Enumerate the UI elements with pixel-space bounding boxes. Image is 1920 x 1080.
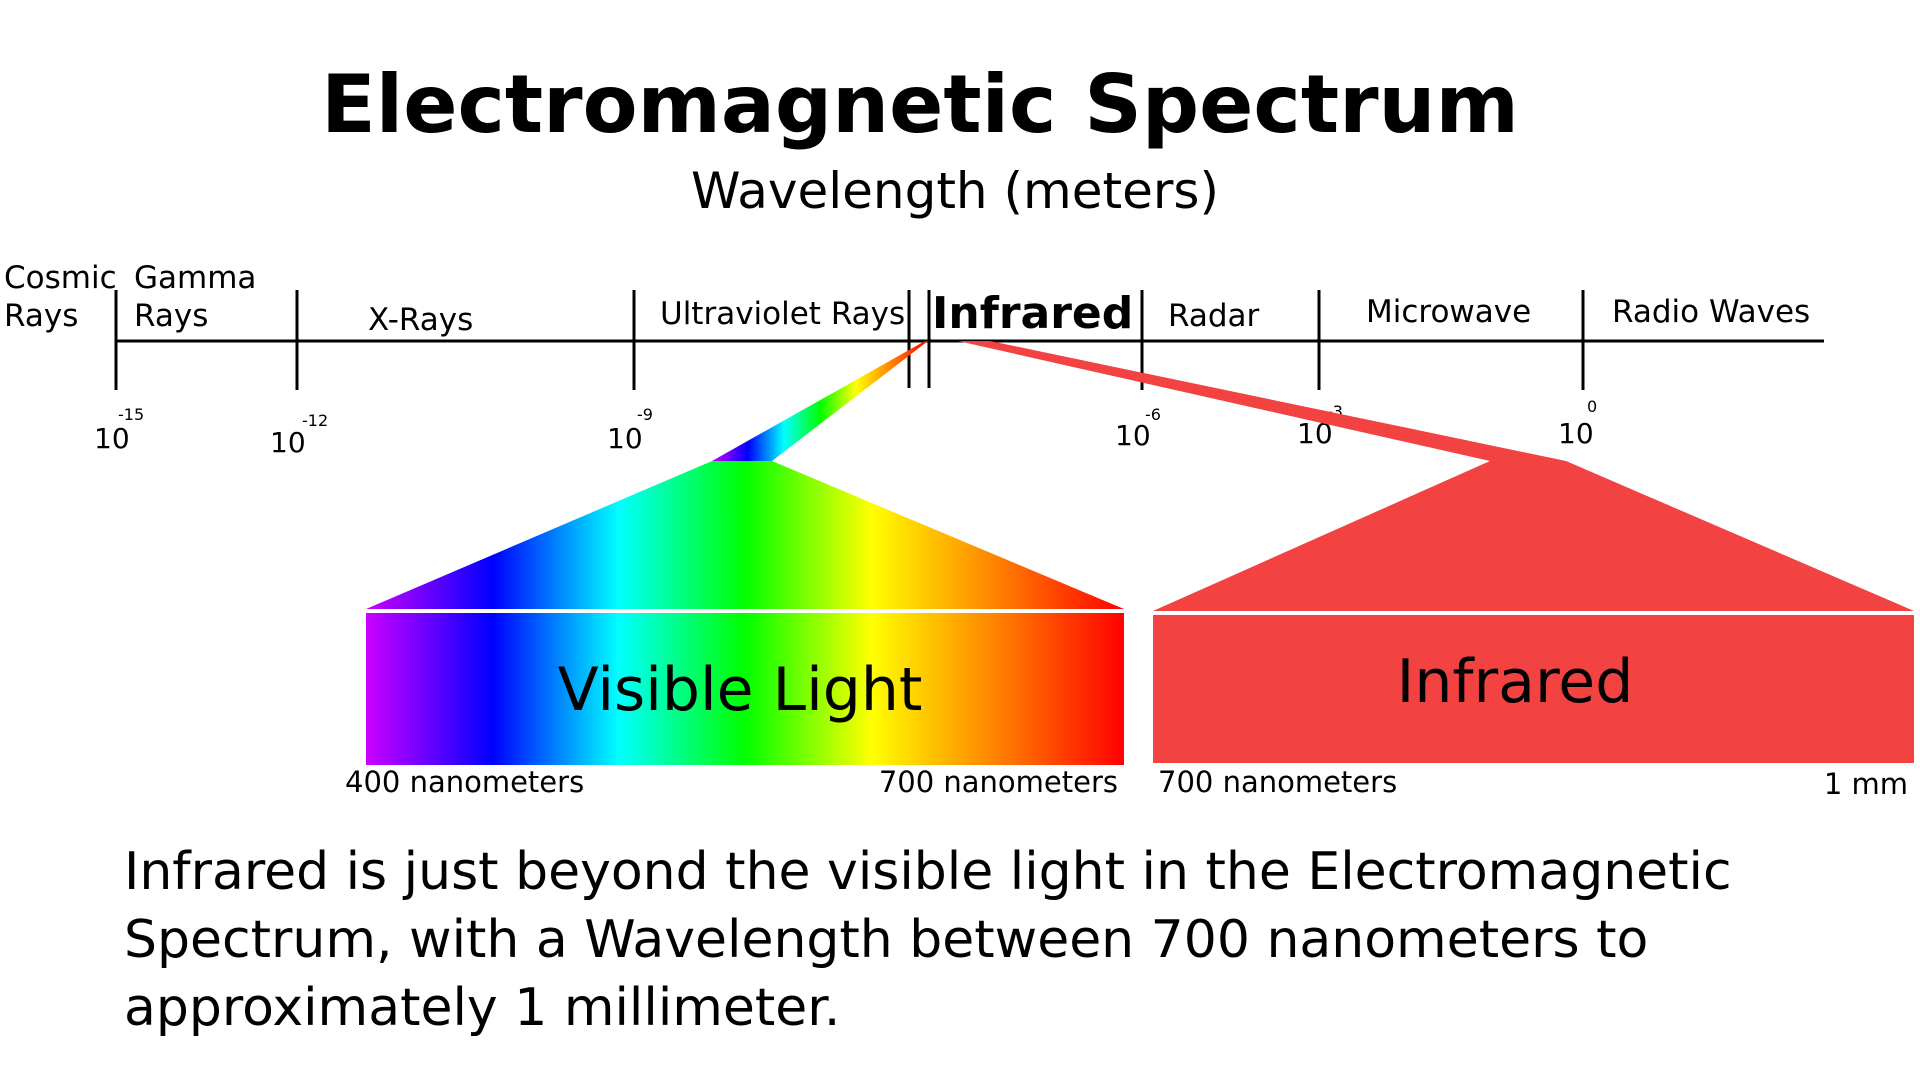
- infrared-fan: [1153, 461, 1914, 611]
- visible-light-ray: [712, 341, 928, 461]
- caption-text: Infrared is just beyond the visible ligh…: [124, 842, 1732, 1038]
- tick-label-1e-12: 10: [270, 426, 306, 459]
- tick-exponent-1e-15: -15: [118, 405, 144, 424]
- tick-exponent-1e-9: -9: [637, 405, 653, 424]
- band-label-gamma-line2: Rays: [134, 298, 208, 334]
- band-label-radar: Radar: [1168, 298, 1260, 334]
- visible-light-band: [366, 613, 1124, 765]
- tick-exponent-1e-12: -12: [302, 411, 328, 430]
- diagram-title: Electromagnetic Spectrum: [321, 58, 1519, 151]
- tick-label-1e-15: 10: [94, 422, 130, 455]
- band-label-microwave: Microwave: [1366, 294, 1531, 330]
- band-label-xrays: X-Rays: [368, 302, 473, 338]
- band-label-ultraviolet: Ultraviolet Rays: [660, 296, 905, 332]
- band-label-cosmic-line2: Rays: [4, 298, 78, 334]
- band-label-infrared: Infrared: [932, 288, 1133, 339]
- visible-light-fan: [366, 461, 1124, 609]
- visible-light-label: Visible Light: [558, 655, 923, 725]
- infrared-band: [1153, 615, 1914, 763]
- tick-exponent-1e0: 0: [1587, 397, 1597, 416]
- band-label-cosmic-line1: Cosmic: [4, 260, 117, 296]
- tick-label-1e-9: 10: [607, 422, 643, 455]
- infrared-box-label: Infrared: [1397, 647, 1634, 717]
- infrared-ray: [958, 341, 1566, 461]
- infrared-start-label: 700 nanometers: [1158, 765, 1397, 799]
- visible-start-label: 400 nanometers: [345, 765, 584, 799]
- visible-end-label: 700 nanometers: [879, 765, 1118, 799]
- tick-label-1e-6: 10: [1115, 419, 1151, 452]
- band-label-radio: Radio Waves: [1612, 294, 1810, 330]
- band-label-gamma-line1: Gamma: [134, 260, 256, 296]
- infrared-end-label: 1 mm: [1824, 767, 1908, 801]
- tick-exponent-1e-6: -6: [1145, 405, 1161, 424]
- diagram-subtitle: Wavelength (meters): [691, 162, 1219, 220]
- tick-label-1e0: 10: [1558, 417, 1594, 450]
